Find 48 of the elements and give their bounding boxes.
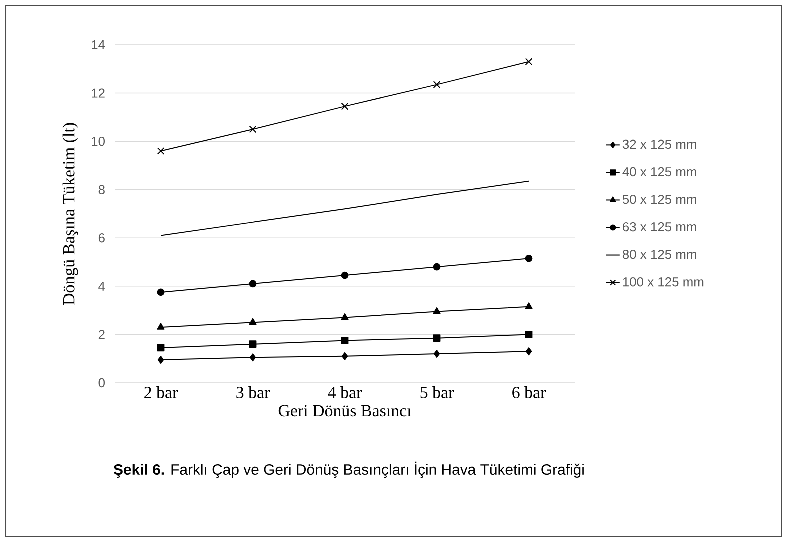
x-tick-label: 5 bar: [420, 386, 454, 398]
point: [157, 344, 165, 352]
x-tick-label: 2 bar: [144, 386, 178, 398]
point: [525, 58, 533, 66]
y-tick-label: 12: [92, 88, 105, 98]
legend-label: 32 x 125 mm: [622, 140, 696, 150]
y-axis-title: Döngü Başına Tüketim (lt): [62, 123, 78, 305]
y-tick-label: 10: [92, 136, 105, 146]
point: [525, 254, 533, 262]
point: [157, 323, 165, 330]
point: [158, 356, 164, 364]
point: [434, 350, 440, 358]
line-series: [160, 180, 530, 236]
point: [341, 102, 349, 110]
point: [341, 314, 349, 320]
point: [157, 288, 165, 296]
point: [525, 331, 533, 338]
point: [341, 272, 349, 280]
y-tick-label: 14: [92, 40, 106, 50]
y-tick-label: 6: [98, 234, 105, 243]
point: [249, 340, 257, 348]
point: [526, 348, 532, 356]
point: [342, 352, 348, 360]
y-tick-label: 4: [98, 282, 106, 291]
legend-label: 100 x 125 mm: [623, 278, 704, 287]
point: [433, 81, 441, 88]
x-tick-label: 3 bar: [236, 386, 270, 398]
legend-label: 40 x 125 mm: [622, 167, 696, 177]
point: [433, 307, 441, 314]
x-axis-title: Geri Dönüs Basıncı: [278, 405, 412, 417]
point: [433, 334, 441, 342]
point: [249, 318, 257, 326]
point: [249, 280, 257, 288]
x-tick-label: 6 bar: [512, 386, 546, 398]
point: [433, 263, 441, 271]
text: Şekil 6. Farklı Çap ve Geri Dönüş Basınçları İçin Hava Tüketimi Grafiği: [114, 462, 584, 478]
point: [249, 126, 257, 134]
y-tick-label: 2: [98, 330, 105, 340]
legend-label: 80 x 125 mm: [622, 250, 696, 260]
legend-label: 63 x 125 mm: [623, 222, 696, 232]
point: [341, 337, 349, 344]
y-tick-label: 0: [98, 378, 105, 388]
point: [250, 354, 256, 362]
y-tick-label: 8: [98, 185, 105, 194]
legend-label: 50 x 125 mm: [622, 194, 696, 204]
x-tick-label: 4 bar: [328, 386, 362, 398]
point: [157, 148, 165, 155]
point: [525, 302, 533, 310]
